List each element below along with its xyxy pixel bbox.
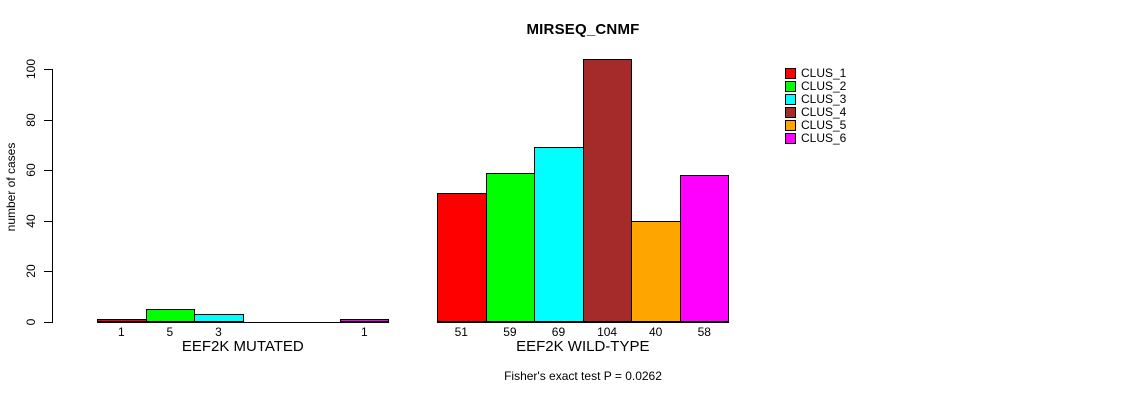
bar-value-label: 1 [360, 325, 368, 339]
bar-value-label: 3 [215, 325, 222, 339]
y-tick-label: 60 [24, 163, 38, 177]
legend: CLUS_1 CLUS_2 CLUS_3 CLUS_4 CLUS_5 CLUS_6 [785, 67, 846, 145]
bar-value-label: 40 [649, 325, 663, 339]
y-tick-mark [44, 322, 52, 323]
bar-clus_6 [680, 175, 729, 322]
bar-group-eef2k-mutated [97, 69, 389, 323]
y-tick-label: 0 [24, 318, 38, 326]
bar-clus_3 [194, 314, 244, 322]
y-tick-mark [44, 220, 52, 222]
legend-swatch-clus_3 [785, 94, 796, 105]
legend-item-clus_3: CLUS_3 [785, 93, 846, 106]
bar-value-label: 59 [503, 325, 517, 339]
y-tick-label: 80 [24, 112, 38, 127]
bar-clus_2 [485, 172, 536, 322]
y-tick-mark [44, 69, 52, 70]
bar-value-label: 5 [166, 325, 174, 339]
stat-annotation: Fisher's exact test P = 0.0262 [504, 369, 662, 383]
y-tick-label: 100 [24, 58, 38, 80]
legend-item-clus_6: CLUS_6 [785, 132, 846, 145]
y-tick-mark [44, 119, 52, 121]
bar-clus_2 [145, 309, 196, 322]
bar-value-label: 51 [454, 325, 468, 339]
legend-label: CLUS_5 [801, 118, 847, 132]
legend-item-clus_4: CLUS_4 [785, 106, 846, 119]
legend-item-clus_2: CLUS_2 [785, 80, 846, 93]
y-tick-label: 40 [24, 214, 38, 228]
bar-clus_1 [97, 319, 147, 322]
legend-label: CLUS_6 [801, 131, 847, 145]
legend-swatch-clus_1 [785, 68, 796, 79]
bar-clus_4 [582, 58, 633, 322]
x-group-label-eef2k-mutated: EEF2K MUTATED [181, 338, 304, 355]
bar-clus_1 [437, 192, 487, 322]
x-group-label-eef2k-wild-type: EEF2K WILD-TYPE [516, 338, 650, 355]
bar-clus_5 [631, 220, 681, 322]
legend-swatch-clus_5 [785, 120, 796, 131]
chart-title: MIRSEQ_CNMF [526, 21, 640, 38]
legend-label: CLUS_4 [801, 105, 847, 119]
y-tick-label: 20 [24, 264, 38, 279]
legend-label: CLUS_1 [801, 66, 847, 80]
bar-clus_6 [340, 319, 389, 322]
legend-item-clus_5: CLUS_5 [785, 119, 846, 132]
legend-swatch-clus_6 [785, 133, 796, 144]
legend-swatch-clus_2 [785, 81, 796, 92]
legend-label: CLUS_2 [801, 79, 847, 93]
y-tick-mark [44, 271, 52, 273]
bar-value-label: 1 [117, 325, 125, 339]
bar-value-label: 69 [551, 325, 566, 339]
bar-value-label: 58 [697, 325, 711, 339]
y-axis-line [52, 69, 53, 323]
legend-label: CLUS_3 [801, 92, 847, 106]
y-axis-title: number of cases [4, 142, 18, 232]
bar-clus_3 [534, 147, 584, 322]
y-tick-mark [44, 170, 52, 172]
bar-group-eef2k-wild-type [437, 58, 729, 323]
legend-item-clus_1: CLUS_1 [785, 67, 846, 80]
legend-swatch-clus_4 [785, 107, 796, 118]
bar-value-label: 104 [597, 325, 618, 339]
